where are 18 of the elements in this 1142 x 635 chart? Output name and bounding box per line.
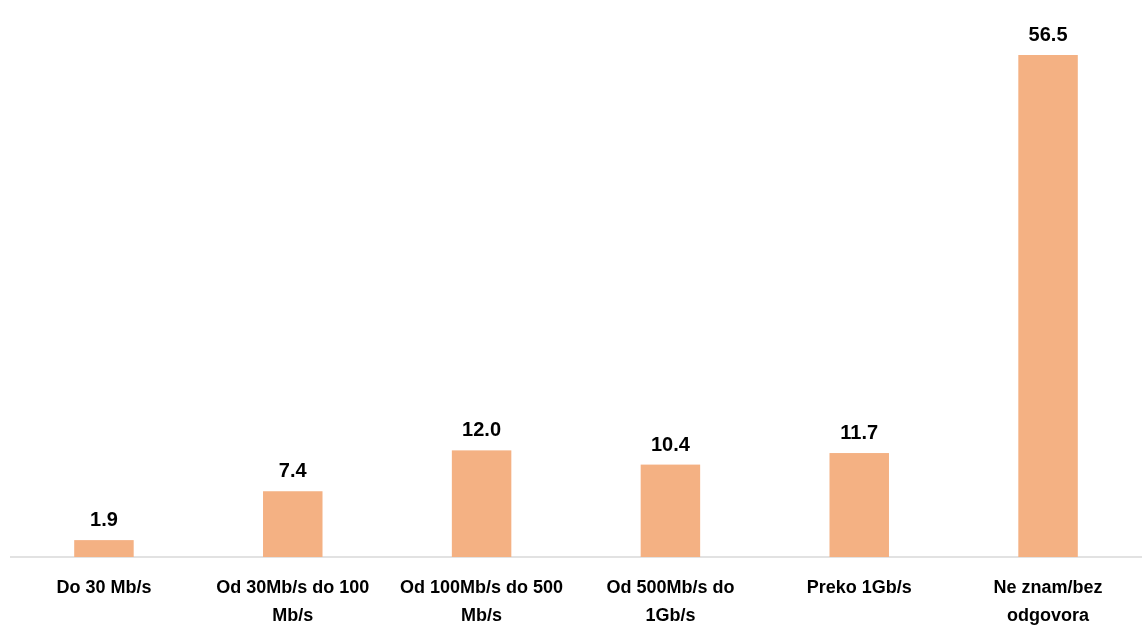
x-tick-label: Od 500Mb/s do 1Gb/s — [606, 577, 735, 625]
bar — [640, 464, 701, 557]
x-tick-label: Do 30 Mb/s — [56, 577, 152, 597]
data-label: 56.5 — [1028, 23, 1068, 45]
bar — [451, 450, 512, 557]
bar — [263, 491, 323, 557]
x-tick-label: Od 100Mb/s do 500 Mb/s — [400, 577, 564, 625]
data-label: 7.4 — [278, 459, 308, 482]
bar — [829, 453, 889, 557]
data-label: 12.0 — [462, 418, 502, 441]
x-tick-label: Preko 1Gb/s — [806, 577, 912, 597]
x-tick-label: Ne znam/bez odgovora — [993, 577, 1103, 625]
bar — [74, 540, 134, 557]
x-tick-label: Od 30Mb/s do 100 Mb/s — [216, 577, 370, 625]
data-label: 11.7 — [840, 421, 879, 444]
data-label: 1.9 — [90, 508, 118, 531]
bar — [1018, 55, 1078, 557]
data-label: 10.4 — [650, 432, 691, 455]
